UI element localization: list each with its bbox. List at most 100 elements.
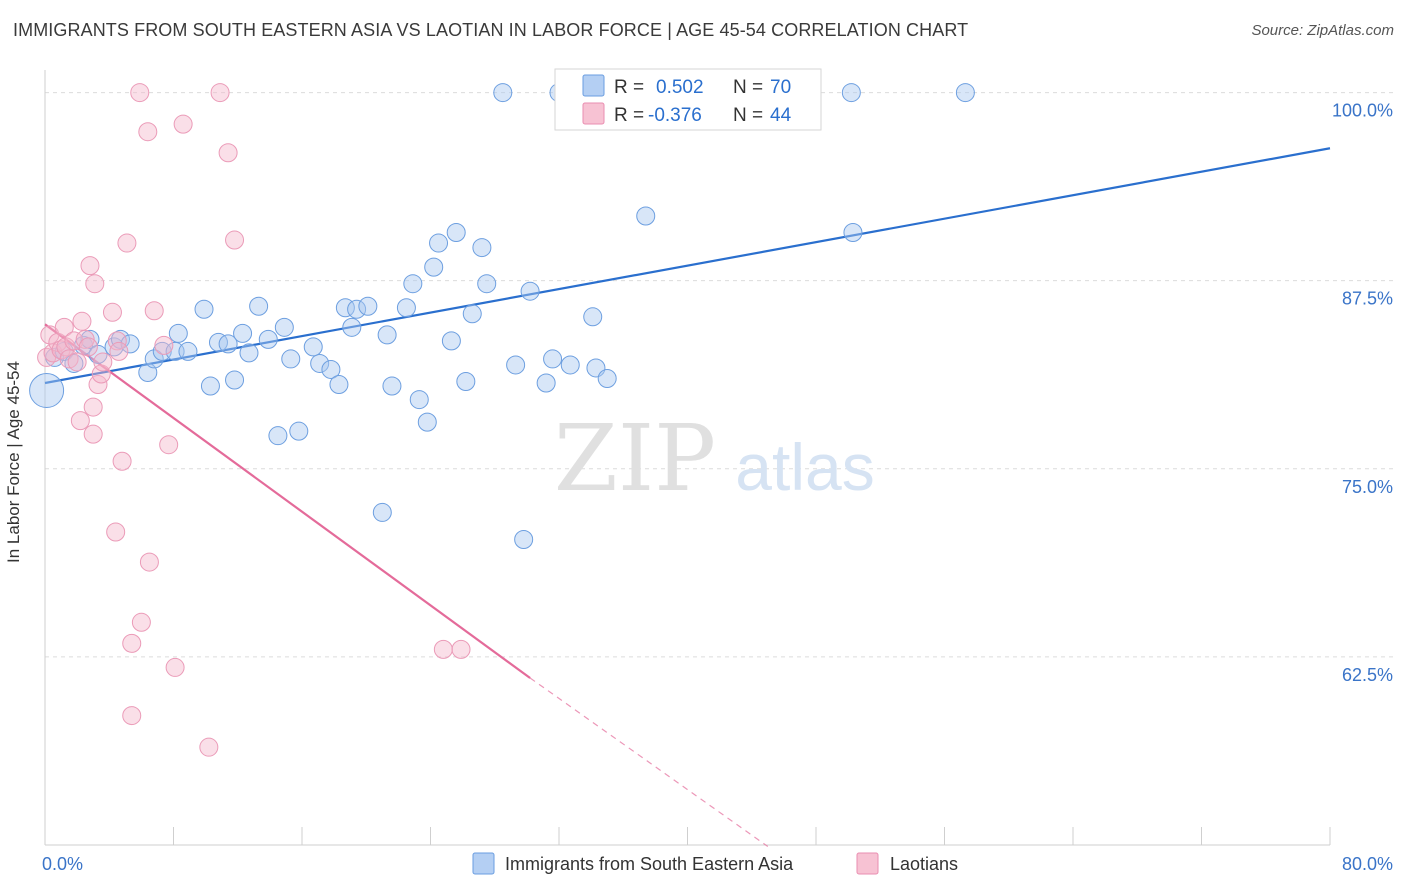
stats-legend: R = 0.502 N = 70 R = -0.376 N = 44 xyxy=(554,68,822,131)
stats-n-label-pink: N = xyxy=(733,105,763,126)
point-immigrants xyxy=(303,337,323,357)
point-immigrants xyxy=(110,329,130,349)
point-immigrants xyxy=(347,299,367,319)
series-legend: Immigrants from South Eastern Asia Laoti… xyxy=(472,852,958,875)
point-immigrants xyxy=(396,298,416,318)
point-immigrants xyxy=(841,83,861,103)
point-immigrants xyxy=(372,502,392,522)
point-immigrants xyxy=(382,376,402,396)
point-immigrants xyxy=(429,233,449,253)
point-laotians xyxy=(102,302,122,322)
trend-line-laotians xyxy=(44,323,531,679)
stats-n-value-pink: 44 xyxy=(770,105,792,126)
point-immigrants xyxy=(506,355,526,375)
point-immigrants xyxy=(225,370,245,390)
tick-labels: 62.5% 75.0% 87.5% 100.0% 0.0% 80.0% xyxy=(42,101,1393,874)
stats-n-label-blue: N = xyxy=(733,77,763,98)
point-immigrants xyxy=(477,274,497,294)
point-laotians xyxy=(210,83,230,103)
chart-title: IMMIGRANTS FROM SOUTH EASTERN ASIA VS LA… xyxy=(13,20,969,40)
point-immigrants xyxy=(543,349,563,369)
legend-swatch-immigrants xyxy=(472,852,495,875)
y-tick-label: 87.5% xyxy=(1342,289,1393,309)
y-tick-label: 75.0% xyxy=(1342,477,1393,497)
point-immigrants xyxy=(329,375,349,395)
point-laotians xyxy=(109,341,129,361)
point-immigrants xyxy=(583,307,603,327)
point-immigrants xyxy=(289,421,309,441)
point-laotians xyxy=(225,230,245,250)
stats-r-label-blue: R = xyxy=(614,77,644,98)
point-immigrants xyxy=(441,331,461,351)
point-immigrants xyxy=(249,296,269,316)
grid-lines xyxy=(45,92,1395,658)
point-laotians xyxy=(144,301,164,321)
point-laotians xyxy=(138,122,158,142)
axes xyxy=(44,70,1331,846)
point-immigrants xyxy=(208,332,228,352)
point-immigrants xyxy=(168,323,188,343)
point-laotians xyxy=(112,451,132,471)
point-immigrants xyxy=(321,359,341,379)
point-immigrants xyxy=(274,317,294,337)
point-immigrants xyxy=(239,343,259,363)
point-immigrants xyxy=(520,281,540,301)
x-tick-label-min: 0.0% xyxy=(42,854,83,874)
x-tick-label-max: 80.0% xyxy=(1342,854,1393,874)
point-laotians xyxy=(80,256,100,276)
point-laotians xyxy=(131,612,151,632)
point-immigrants xyxy=(218,334,238,354)
point-laotians xyxy=(83,397,103,417)
point-immigrants xyxy=(424,257,444,277)
point-immigrants xyxy=(268,426,288,446)
point-laotians xyxy=(139,552,159,572)
point-laotians xyxy=(173,114,193,134)
point-immigrants xyxy=(80,329,100,349)
point-immigrants xyxy=(178,341,198,361)
legend-swatch-laotians xyxy=(856,852,879,875)
point-immigrants xyxy=(417,412,437,432)
point-immigrants xyxy=(358,296,378,316)
point-immigrants xyxy=(409,390,429,410)
legend-label-laotians: Laotians xyxy=(890,854,958,874)
point-laotians xyxy=(154,335,174,355)
point-laotians xyxy=(85,274,105,294)
trend-line-immigrants xyxy=(44,147,1331,385)
point-immigrants xyxy=(342,317,362,337)
source-label: Source: ZipAtlas.com xyxy=(1251,22,1394,39)
stats-r-value-pink: -0.376 xyxy=(648,105,702,126)
point-laotians xyxy=(199,737,219,757)
legend-label-immigrants: Immigrants from South Eastern Asia xyxy=(505,854,794,874)
trend-lines xyxy=(44,147,1331,847)
point-immigrants xyxy=(843,223,863,243)
watermark-zip: ZIP xyxy=(554,405,716,512)
point-immigrants xyxy=(493,83,513,103)
point-immigrants xyxy=(258,329,278,349)
point-laotians xyxy=(117,233,137,253)
watermark: ZIP atlas xyxy=(554,405,875,512)
stats-legend-pink-swatch xyxy=(582,102,605,125)
point-laotians xyxy=(106,522,126,542)
point-laotians xyxy=(83,424,103,444)
stats-legend-blue-swatch xyxy=(582,74,605,97)
point-laotians xyxy=(88,375,108,395)
point-immigrants xyxy=(536,373,556,393)
point-immigrants xyxy=(514,530,534,550)
point-immigrants xyxy=(194,299,214,319)
trend-line-laotians-extension xyxy=(529,677,769,847)
point-immigrants xyxy=(456,372,476,392)
stats-r-label-pink: R = xyxy=(614,105,644,126)
point-laotians xyxy=(122,633,142,653)
point-immigrants xyxy=(955,83,975,103)
point-laotians xyxy=(451,639,471,659)
point-immigrants xyxy=(597,368,617,388)
point-immigrants xyxy=(403,274,423,294)
point-immigrants xyxy=(636,206,656,226)
point-immigrants xyxy=(200,376,220,396)
point-laotians xyxy=(165,657,185,677)
point-laotians xyxy=(433,639,453,659)
point-laotians xyxy=(122,706,142,726)
point-laotians xyxy=(70,411,90,431)
y-tick-label: 62.5% xyxy=(1342,665,1393,685)
